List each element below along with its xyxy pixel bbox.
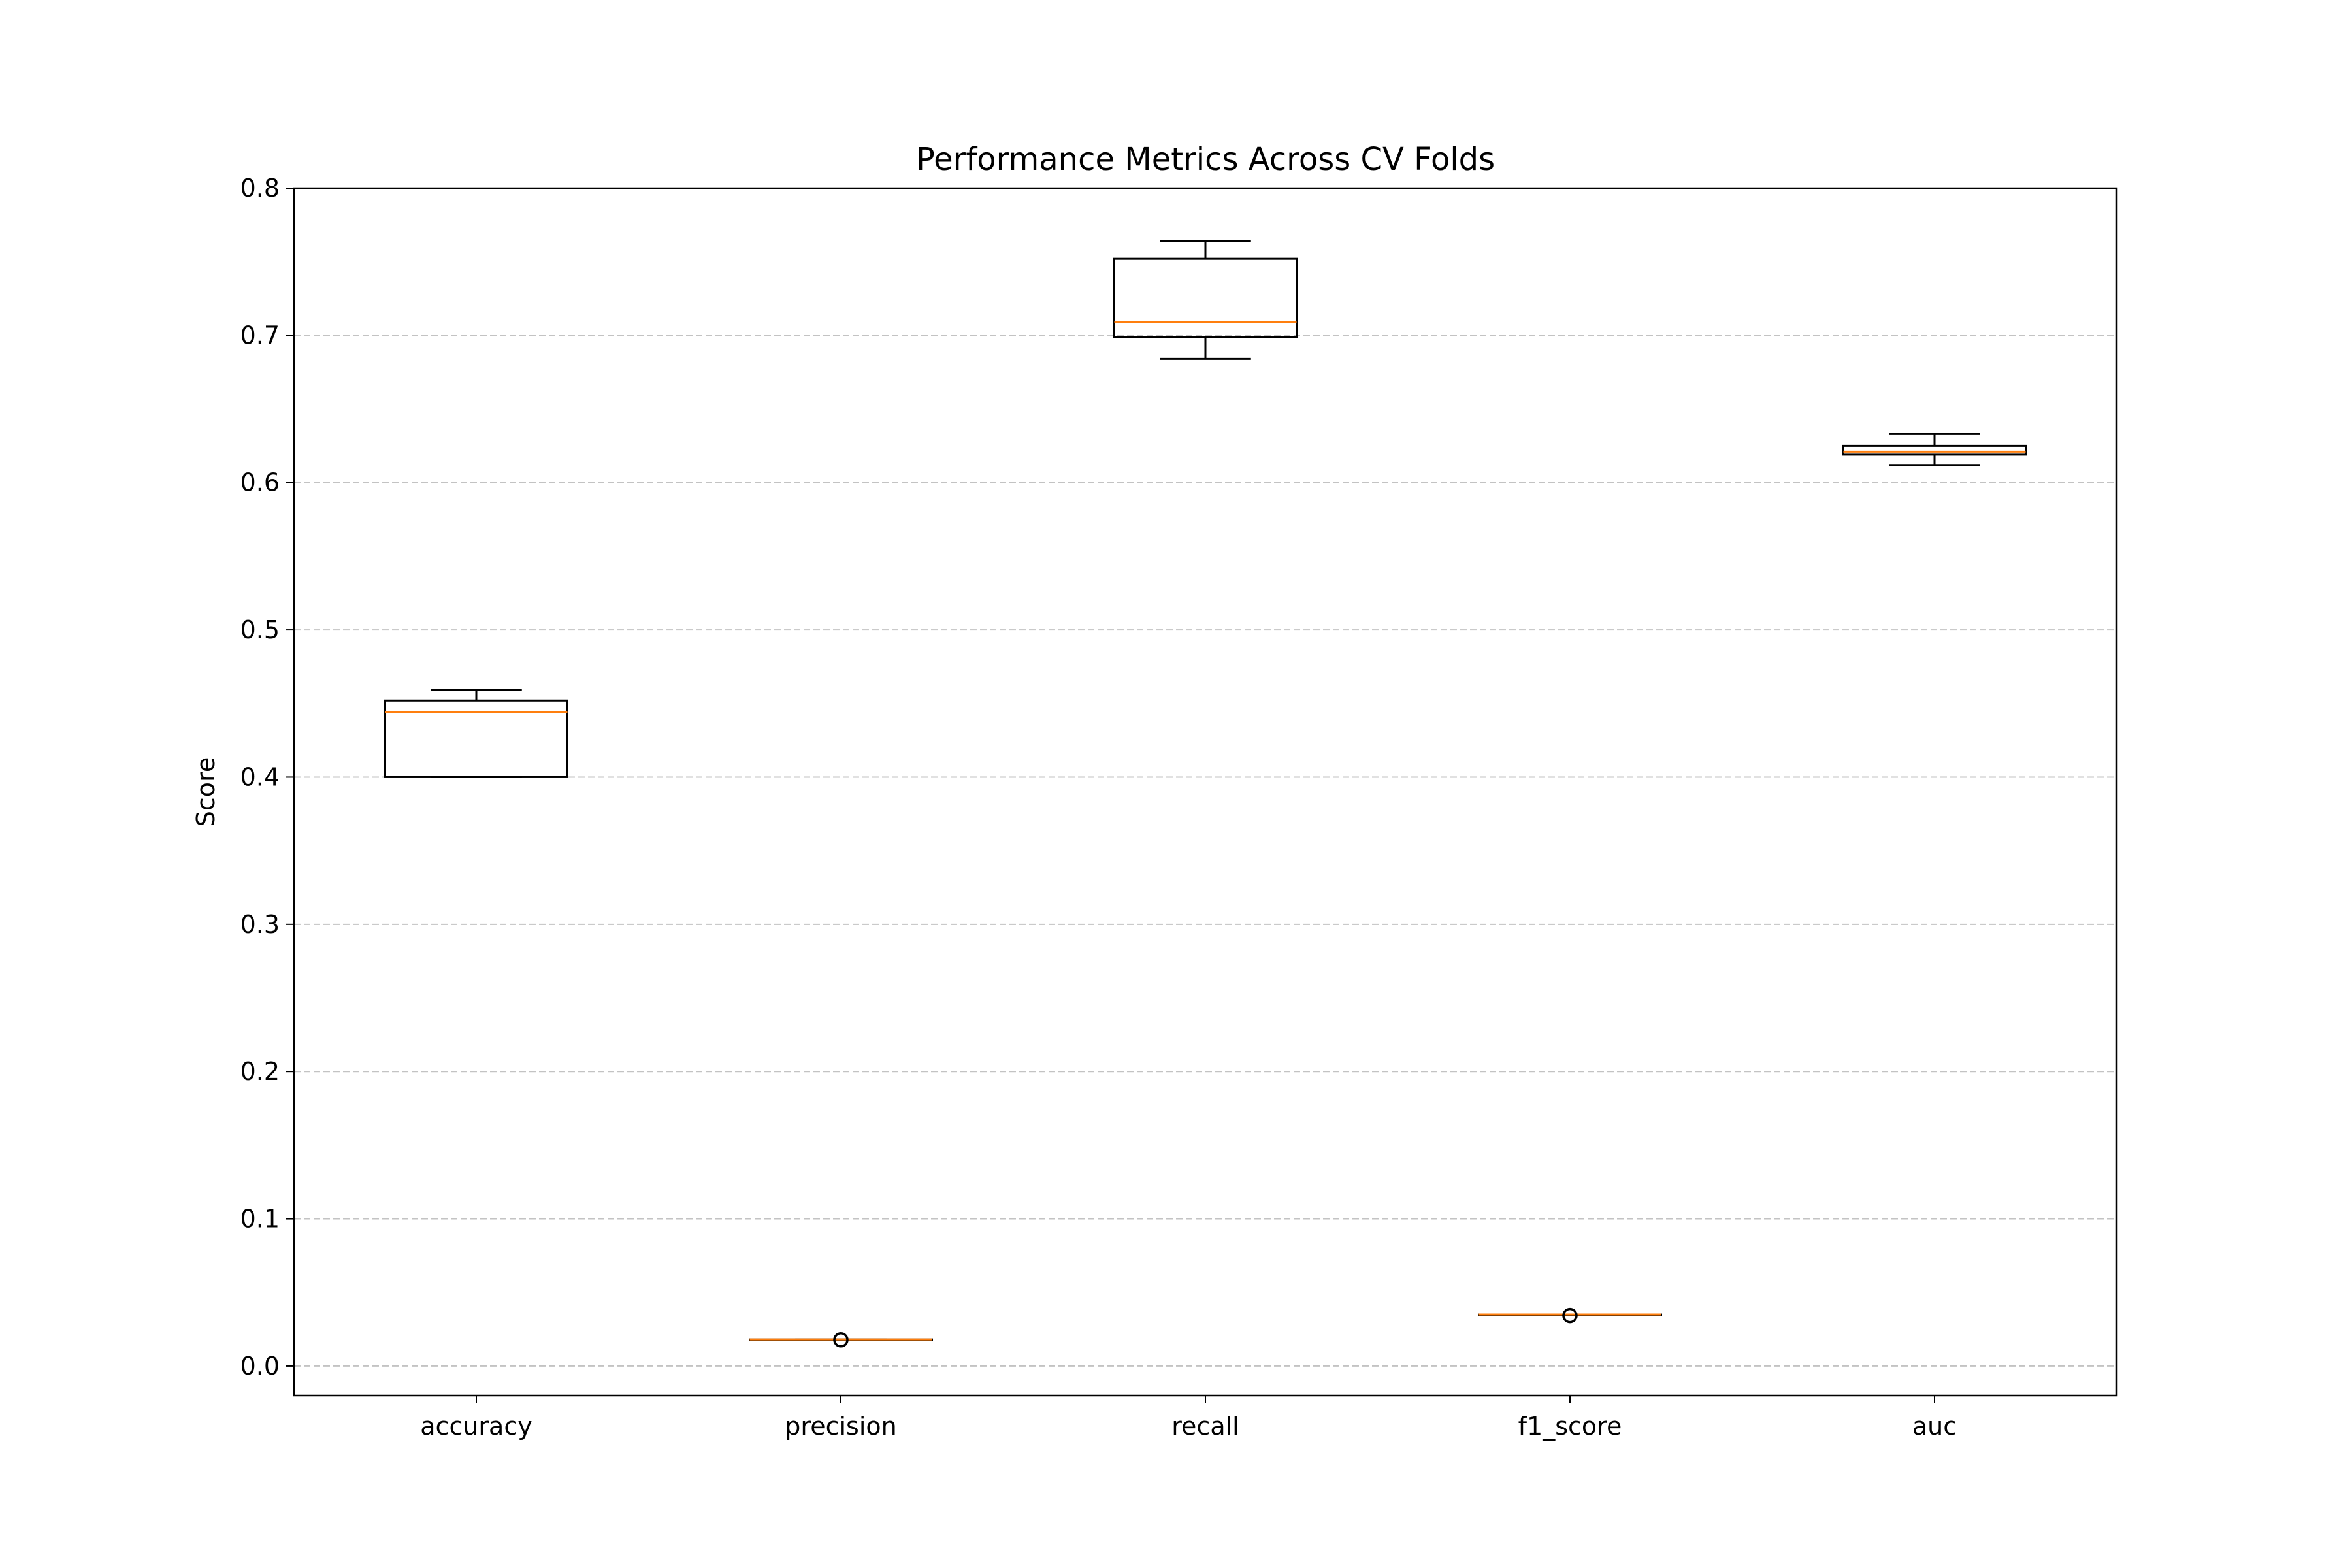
y-tick-label: 0.3 [240, 910, 280, 939]
box-group-f1_score [1478, 1307, 1662, 1324]
x-tick-label: f1_score [1518, 1412, 1622, 1441]
y-axis-label: Score [191, 757, 220, 826]
box-group-recall [1113, 240, 1298, 360]
y-tick-label: 0.0 [240, 1352, 280, 1380]
box-group-auc [1842, 433, 2027, 466]
y-tick-label: 0.2 [240, 1057, 280, 1086]
box-group-accuracy [384, 689, 568, 778]
x-tick-label: recall [1171, 1412, 1239, 1441]
outlier-point [1562, 1307, 1578, 1324]
iqr-box [1113, 257, 1298, 338]
x-tick-label: auc [1912, 1412, 1957, 1441]
x-tick-label: precision [785, 1412, 896, 1441]
y-tick-label: 0.4 [240, 762, 280, 791]
y-tick-label: 0.8 [240, 174, 280, 203]
outlier-point [833, 1332, 849, 1348]
iqr-box [1842, 444, 2027, 456]
y-tick-label: 0.7 [240, 321, 280, 350]
box-layer [384, 240, 2027, 1348]
iqr-box [384, 699, 568, 778]
x-tick-label: accuracy [420, 1412, 532, 1441]
axis-layer: 0.0 0.1 0.2 0.3 0.4 0.5 0.6 0.7 0.8 accuracy preci… [240, 174, 1957, 1441]
chart-title: Performance Metrics Across CV Folds [916, 141, 1495, 178]
y-tick-label: 0.6 [240, 468, 280, 497]
y-tick-label: 0.1 [240, 1205, 280, 1233]
box-group-precision [749, 1332, 933, 1348]
y-tick-label: 0.5 [240, 615, 280, 644]
